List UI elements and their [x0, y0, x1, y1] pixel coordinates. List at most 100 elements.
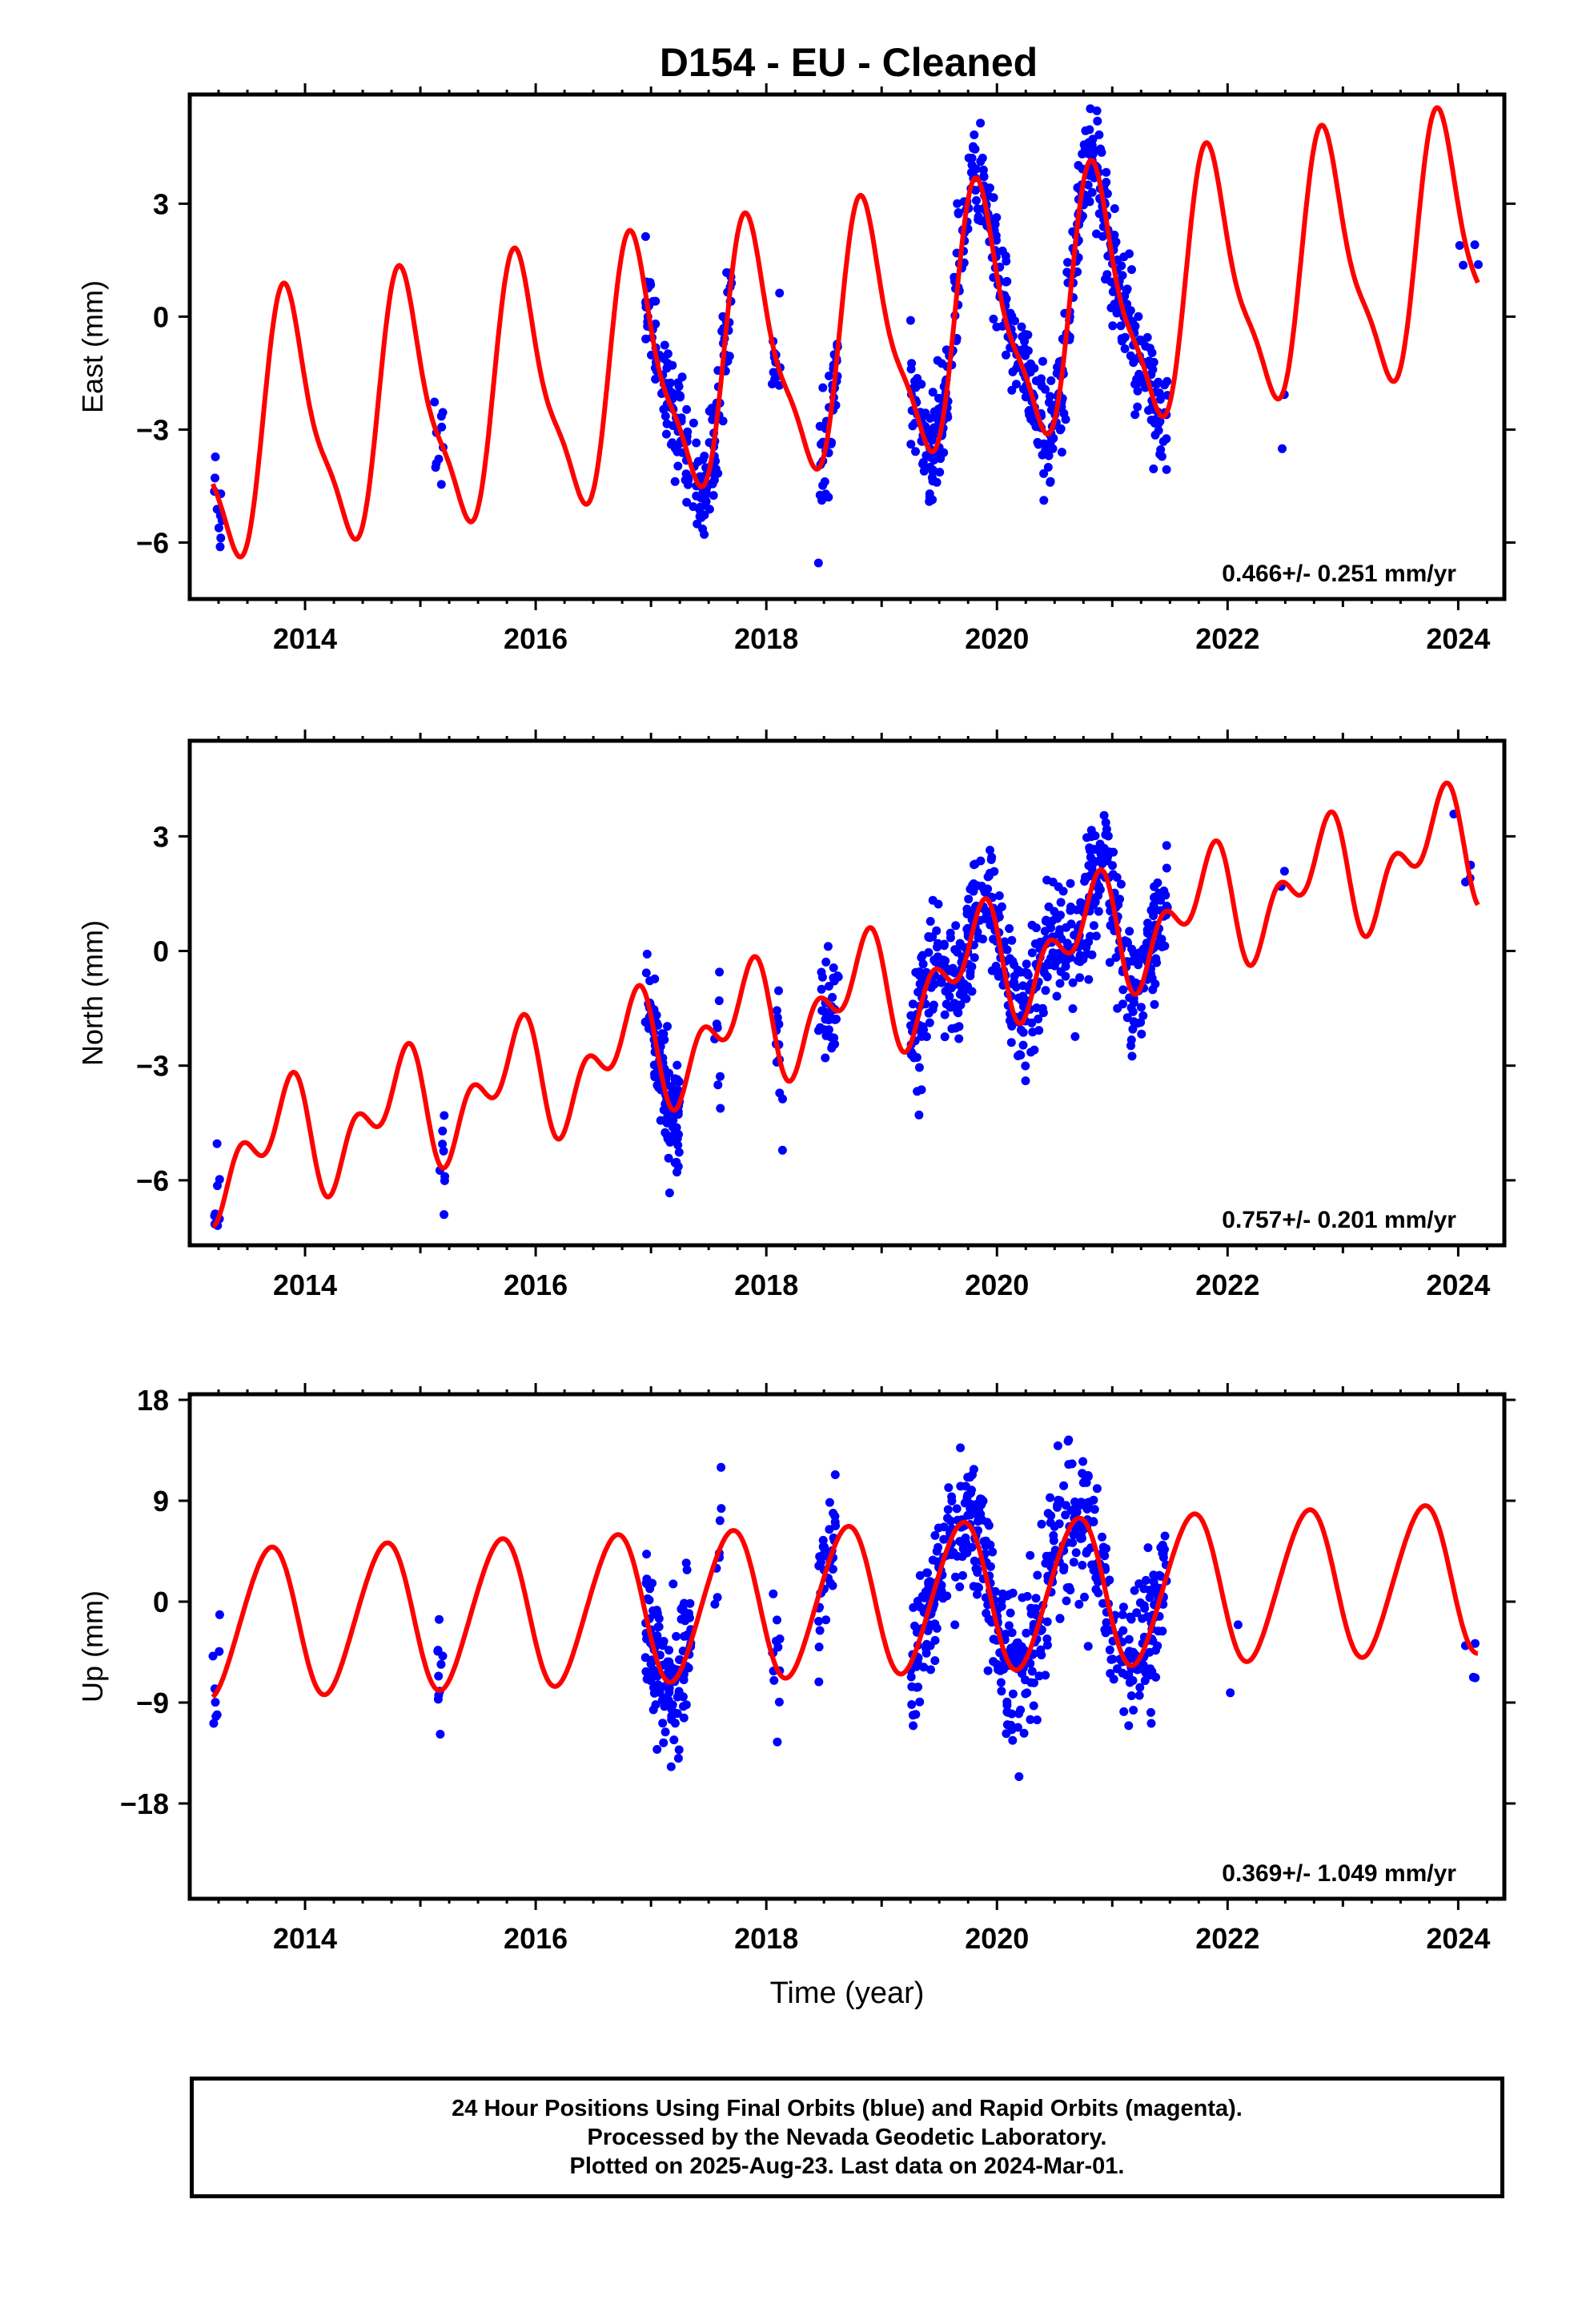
data-point	[670, 476, 680, 486]
data-point	[829, 1509, 838, 1518]
data-point	[1043, 463, 1053, 472]
data-point	[1011, 983, 1021, 992]
data-point	[1013, 1723, 1022, 1732]
data-point	[1145, 1593, 1154, 1602]
data-point	[817, 1553, 826, 1562]
data-point	[1034, 440, 1043, 449]
data-point	[906, 440, 916, 449]
data-point	[939, 941, 949, 951]
data-point	[1156, 1543, 1166, 1552]
data-point	[716, 1104, 725, 1113]
data-point	[1005, 924, 1014, 933]
data-point	[701, 497, 711, 506]
data-point	[1059, 1562, 1069, 1572]
data-point	[958, 988, 968, 997]
data-point	[1002, 1700, 1012, 1710]
data-point	[964, 895, 974, 904]
data-point	[1026, 1550, 1035, 1560]
data-point	[693, 519, 702, 529]
data-point	[912, 1683, 921, 1692]
data-point	[673, 1162, 683, 1172]
data-point	[718, 416, 728, 426]
data-point	[920, 1593, 930, 1602]
data-point	[1047, 444, 1056, 453]
data-point	[1082, 1478, 1091, 1487]
y-axis-label: Up (mm)	[76, 1590, 109, 1703]
data-point	[986, 855, 996, 864]
data-point	[950, 1620, 960, 1630]
x-tick-label: 2024	[1426, 1922, 1490, 1955]
data-point	[1226, 1688, 1235, 1698]
data-point	[774, 1697, 784, 1707]
data-point	[831, 1521, 841, 1530]
data-point	[661, 1693, 670, 1703]
data-point	[1146, 906, 1156, 915]
data-point	[1089, 921, 1098, 931]
data-point	[996, 1678, 1006, 1687]
data-point	[1154, 1626, 1163, 1636]
data-point	[645, 976, 655, 986]
data-point	[1056, 424, 1066, 433]
data-point	[922, 1568, 932, 1578]
data-point	[1133, 386, 1142, 396]
data-point	[1004, 1621, 1014, 1630]
data-point	[1078, 955, 1088, 964]
data-point	[928, 1004, 938, 1014]
plot-frame-up	[187, 1392, 1507, 1901]
data-point	[689, 502, 698, 512]
y-tick-label: −3	[136, 1050, 169, 1083]
data-point	[1061, 1510, 1070, 1520]
data-point	[833, 971, 842, 980]
data-point	[436, 1730, 445, 1739]
data-point	[1154, 377, 1163, 387]
data-point	[1147, 1667, 1157, 1676]
data-point	[818, 1535, 828, 1545]
data-point	[1106, 277, 1116, 287]
data-point	[666, 1762, 676, 1771]
data-point	[937, 1586, 946, 1596]
data-point	[990, 1586, 1000, 1596]
data-point	[663, 1131, 673, 1140]
data-point	[1031, 1594, 1041, 1603]
plot-frame-north	[187, 738, 1507, 1248]
data-point	[911, 447, 920, 456]
data-point	[1007, 385, 1017, 395]
data-point	[1111, 953, 1121, 963]
panel-east: 2014 2016 2018 2020 2022 2024 −6 −3 0 3 East (mm) 0…	[76, 83, 1516, 655]
data-point	[659, 1738, 669, 1747]
rate-label: 0.757+/- 0.201 mm/yr	[1222, 1207, 1456, 1233]
data-point	[1061, 1501, 1070, 1510]
data-point	[1084, 975, 1094, 984]
data-point	[1471, 1673, 1480, 1683]
data-point	[712, 1019, 721, 1029]
data-point	[430, 397, 440, 407]
data-point	[1459, 260, 1468, 270]
rate-label: 0.466+/- 0.251 mm/yr	[1222, 561, 1456, 587]
data-point	[917, 380, 926, 389]
data-point	[821, 1053, 830, 1063]
data-point	[1455, 241, 1464, 250]
data-point	[1066, 879, 1075, 888]
data-point	[1054, 929, 1063, 939]
plot-frame-east	[187, 92, 1507, 601]
data-point	[1012, 364, 1022, 373]
data-point	[438, 408, 448, 417]
data-point	[1106, 303, 1116, 312]
data-point	[1040, 927, 1050, 936]
data-point	[1022, 1688, 1032, 1698]
data-point	[815, 421, 825, 431]
data-point	[1038, 1008, 1048, 1018]
data-point	[976, 119, 986, 128]
data-point	[682, 1565, 692, 1574]
data-point	[814, 1617, 823, 1626]
data-point	[1026, 1047, 1036, 1057]
data-point	[937, 959, 946, 968]
data-point	[774, 986, 783, 995]
data-point	[1158, 436, 1168, 446]
data-point	[958, 1570, 967, 1580]
data-point	[1106, 1655, 1116, 1664]
data-point	[985, 183, 994, 193]
data-point	[1091, 931, 1101, 941]
data-point	[1094, 130, 1104, 139]
